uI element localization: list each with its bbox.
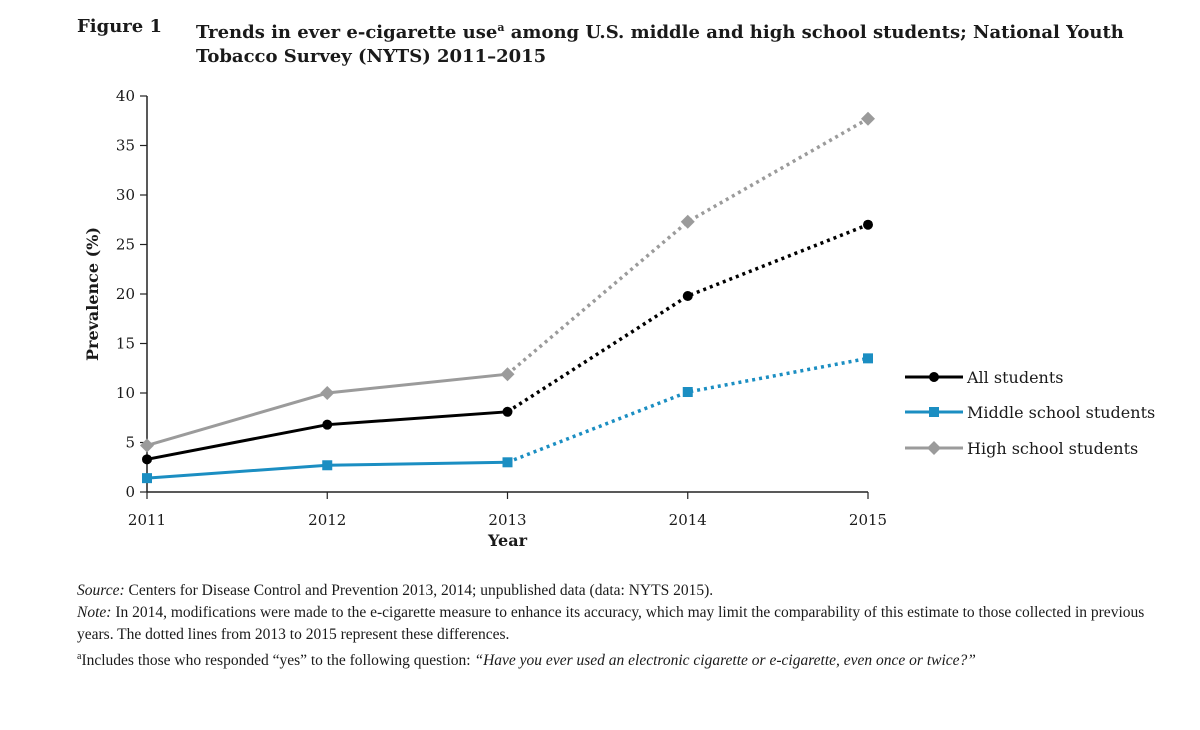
y-tick-label: 30 — [116, 186, 135, 204]
middle-school-students-dotted-line — [506, 356, 869, 464]
title-text-2: among U.S. middle and high school studen… — [196, 22, 1124, 67]
high-school-students-point — [500, 367, 515, 382]
y-tick-label: 15 — [116, 335, 135, 353]
legend-label-middle-school-students: Middle school students — [967, 403, 1155, 422]
y-tick-label: 20 — [116, 285, 135, 303]
x-axis-title: Year — [487, 531, 528, 550]
high-school-students-point — [140, 438, 154, 453]
x-tick-label: 2013 — [488, 511, 526, 529]
y-tick-label: 5 — [125, 434, 135, 452]
high-school-students-point — [680, 214, 695, 229]
x-tick-label: 2014 — [669, 511, 707, 529]
legend-label-high-school-students: High school students — [967, 439, 1138, 458]
source-text: Centers for Disease Control and Preventi… — [124, 582, 714, 599]
note-label: Note: — [77, 604, 112, 621]
middle-school-students-point — [322, 460, 333, 471]
figure-label: Figure 1 — [77, 16, 163, 37]
source-note: Source: Centers for Disease Control and … — [77, 580, 1157, 602]
all-students-point — [322, 419, 333, 430]
y-tick-label: 25 — [116, 236, 135, 254]
legend-marker-all-students — [929, 372, 939, 382]
x-tick-label: 2011 — [128, 511, 166, 529]
note-text: In 2014, modifications were made to the … — [77, 604, 1145, 643]
method-note: Note: In 2014, modifications were made t… — [77, 602, 1157, 646]
middle-school-students-point — [142, 473, 152, 484]
x-tick-label: 2012 — [308, 511, 346, 529]
high-school-students-dotted-line — [506, 117, 869, 376]
legend-marker-high-school-students — [927, 441, 941, 455]
title-text-1: Trends in ever e-cigarette use — [196, 22, 498, 43]
y-tick-label: 0 — [125, 483, 135, 501]
legend-label-all-students: All students — [966, 368, 1063, 387]
all-students-point — [502, 406, 513, 417]
title-footnote-mark: a — [497, 21, 505, 34]
y-tick-label: 40 — [116, 87, 135, 105]
figure-title: Trends in ever e-cigarette usea among U.… — [196, 16, 1156, 69]
footnote-mark: a — [77, 651, 82, 662]
all-students-point — [682, 290, 693, 301]
all-students-point — [863, 219, 873, 230]
y-tick-label: 10 — [116, 384, 135, 402]
all-students-dotted-line — [506, 223, 869, 414]
source-label: Source: — [77, 582, 125, 599]
x-tick-label: 2015 — [849, 511, 887, 529]
footnote-question: “Have you ever used an electronic cigare… — [474, 652, 976, 670]
figure-notes: Source: Centers for Disease Control and … — [77, 580, 1157, 672]
high-school-students-solid-line — [146, 372, 508, 447]
footnote: aIncludes those who responded “yes” to t… — [77, 646, 1157, 672]
middle-school-students-point — [863, 353, 873, 364]
high-school-students-point — [861, 111, 875, 126]
footnote-text: Includes those who responded “yes” to th… — [81, 652, 475, 670]
middle-school-students-point — [682, 387, 693, 398]
legend-marker-middle-school-students — [929, 407, 939, 417]
line-chart: 0 5 10 15 20 25 30 35 40 2011 2012 2013 2014 2015 Year… — [83, 87, 1155, 550]
high-school-students-point — [320, 386, 335, 400]
y-tick-label: 35 — [116, 137, 135, 155]
y-axis-title: Prevalence (%) — [83, 227, 102, 361]
all-students-solid-line — [146, 410, 508, 461]
middle-school-students-point — [502, 457, 513, 468]
all-students-point — [142, 454, 152, 465]
